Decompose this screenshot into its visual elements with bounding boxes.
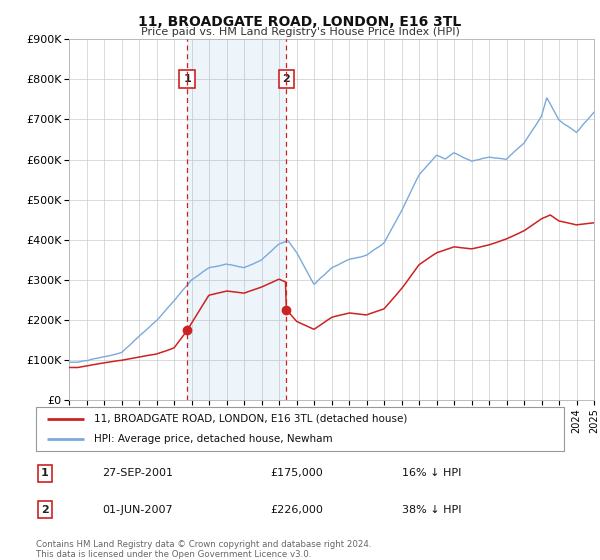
Text: £226,000: £226,000 — [270, 505, 323, 515]
Text: Price paid vs. HM Land Registry's House Price Index (HPI): Price paid vs. HM Land Registry's House … — [140, 27, 460, 37]
Text: 11, BROADGATE ROAD, LONDON, E16 3TL: 11, BROADGATE ROAD, LONDON, E16 3TL — [139, 15, 461, 29]
Text: 1: 1 — [183, 74, 191, 85]
Text: 2: 2 — [283, 74, 290, 85]
Text: Contains HM Land Registry data © Crown copyright and database right 2024.: Contains HM Land Registry data © Crown c… — [36, 540, 371, 549]
Text: 27-SEP-2001: 27-SEP-2001 — [102, 468, 173, 478]
Text: 16% ↓ HPI: 16% ↓ HPI — [402, 468, 461, 478]
Text: 2: 2 — [41, 505, 49, 515]
Text: 11, BROADGATE ROAD, LONDON, E16 3TL (detached house): 11, BROADGATE ROAD, LONDON, E16 3TL (det… — [94, 414, 407, 424]
Text: 01-JUN-2007: 01-JUN-2007 — [102, 505, 173, 515]
Text: 38% ↓ HPI: 38% ↓ HPI — [402, 505, 461, 515]
Text: This data is licensed under the Open Government Licence v3.0.: This data is licensed under the Open Gov… — [36, 550, 311, 559]
Text: £175,000: £175,000 — [270, 468, 323, 478]
Text: 1: 1 — [41, 468, 49, 478]
Bar — [187, 39, 286, 400]
Text: HPI: Average price, detached house, Newham: HPI: Average price, detached house, Newh… — [94, 434, 333, 444]
